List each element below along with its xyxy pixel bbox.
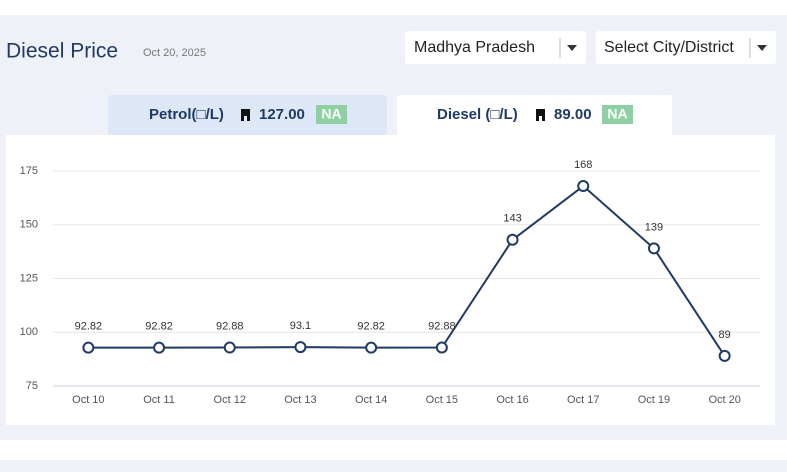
- point: [223, 341, 236, 354]
- dropdown-text[interactable]: Madhya Pradesh: [414, 39, 535, 56]
- x-tick-label: Oct 16: [496, 394, 528, 406]
- tab-price[interactable]: 89.00: [554, 106, 592, 123]
- next-panel: [0, 460, 787, 472]
- point: [506, 233, 519, 246]
- y-tick-label: 100: [20, 326, 38, 338]
- tab-price[interactable]: 127.00: [259, 106, 305, 123]
- point: [82, 341, 95, 354]
- diesel-tab[interactable]: Diesel (□/L) 89.00 NA: [397, 95, 672, 140]
- dropdown-text[interactable]: Select City/District: [604, 39, 734, 56]
- data-label: 92.82: [145, 321, 173, 333]
- dropdown-box[interactable]: [596, 31, 776, 64]
- chart: 75 100 125 150 175 Oct 10 Oct 11 Oct 12 Oct 13 Oc…: [20, 159, 760, 406]
- badge-text: NA: [607, 106, 627, 122]
- point: [647, 242, 660, 255]
- point: [577, 180, 590, 193]
- x-tick-label: Oct 13: [284, 394, 316, 406]
- tab-label[interactable]: Petrol(□/L): [149, 106, 224, 123]
- chart-card: [6, 135, 775, 425]
- y-tick-label: 175: [20, 165, 38, 177]
- x-tick-label: Oct 17: [567, 394, 599, 406]
- fuel-icon: [536, 109, 545, 121]
- y-tick-label: 75: [26, 380, 38, 392]
- data-label: 92.88: [428, 320, 456, 332]
- point: [294, 341, 307, 354]
- badge: [602, 105, 633, 124]
- x-tick-label: Oct 12: [214, 394, 246, 406]
- point: [365, 341, 378, 354]
- state-dropdown[interactable]: Madhya Pradesh: [405, 31, 586, 64]
- page-title: Diesel Price: [6, 40, 118, 63]
- data-label: 89: [719, 329, 731, 341]
- petrol-tab[interactable]: Petrol(□/L) 127.00 NA: [108, 95, 387, 135]
- caret[interactable]: [567, 45, 577, 51]
- data-label: 143: [503, 213, 521, 225]
- tab-label[interactable]: Diesel (□/L): [437, 106, 518, 123]
- date: Oct 20, 2025: [143, 47, 206, 59]
- data-label: 168: [574, 159, 592, 171]
- badge: [316, 105, 347, 124]
- city-dropdown[interactable]: Select City/District: [596, 31, 776, 64]
- data-label: 92.82: [75, 321, 103, 333]
- x-tick-label: Oct 11: [143, 394, 175, 406]
- point: [153, 341, 166, 354]
- x-tick-label: Oct 14: [355, 394, 387, 406]
- data-label: 92.88: [216, 320, 244, 332]
- fuel-icon: [241, 109, 250, 121]
- x-tick-label: Oct 15: [426, 394, 458, 406]
- data-label: 92.82: [357, 321, 385, 333]
- point: [718, 349, 731, 362]
- point: [435, 341, 448, 354]
- badge-text: NA: [321, 106, 341, 122]
- x-tick-label: Oct 10: [72, 394, 104, 406]
- data-label: 139: [645, 221, 663, 233]
- data-label: 93.1: [290, 320, 311, 332]
- x-tick-label: Oct 19: [638, 394, 670, 406]
- caret[interactable]: [757, 45, 767, 51]
- x-tick-label: Oct 20: [708, 394, 740, 406]
- line: [88, 184, 726, 357]
- dropdown-box[interactable]: [405, 31, 586, 64]
- y-tick-label: 150: [20, 219, 38, 231]
- y-tick-label: 125: [20, 272, 38, 284]
